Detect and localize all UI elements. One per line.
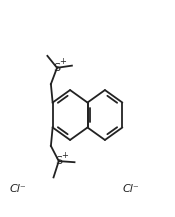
- Text: Cl⁻: Cl⁻: [9, 184, 26, 194]
- Text: Cl⁻: Cl⁻: [123, 184, 140, 194]
- Text: +: +: [59, 57, 66, 66]
- Text: +: +: [61, 151, 68, 159]
- Text: S: S: [53, 63, 61, 73]
- Text: S: S: [55, 156, 62, 166]
